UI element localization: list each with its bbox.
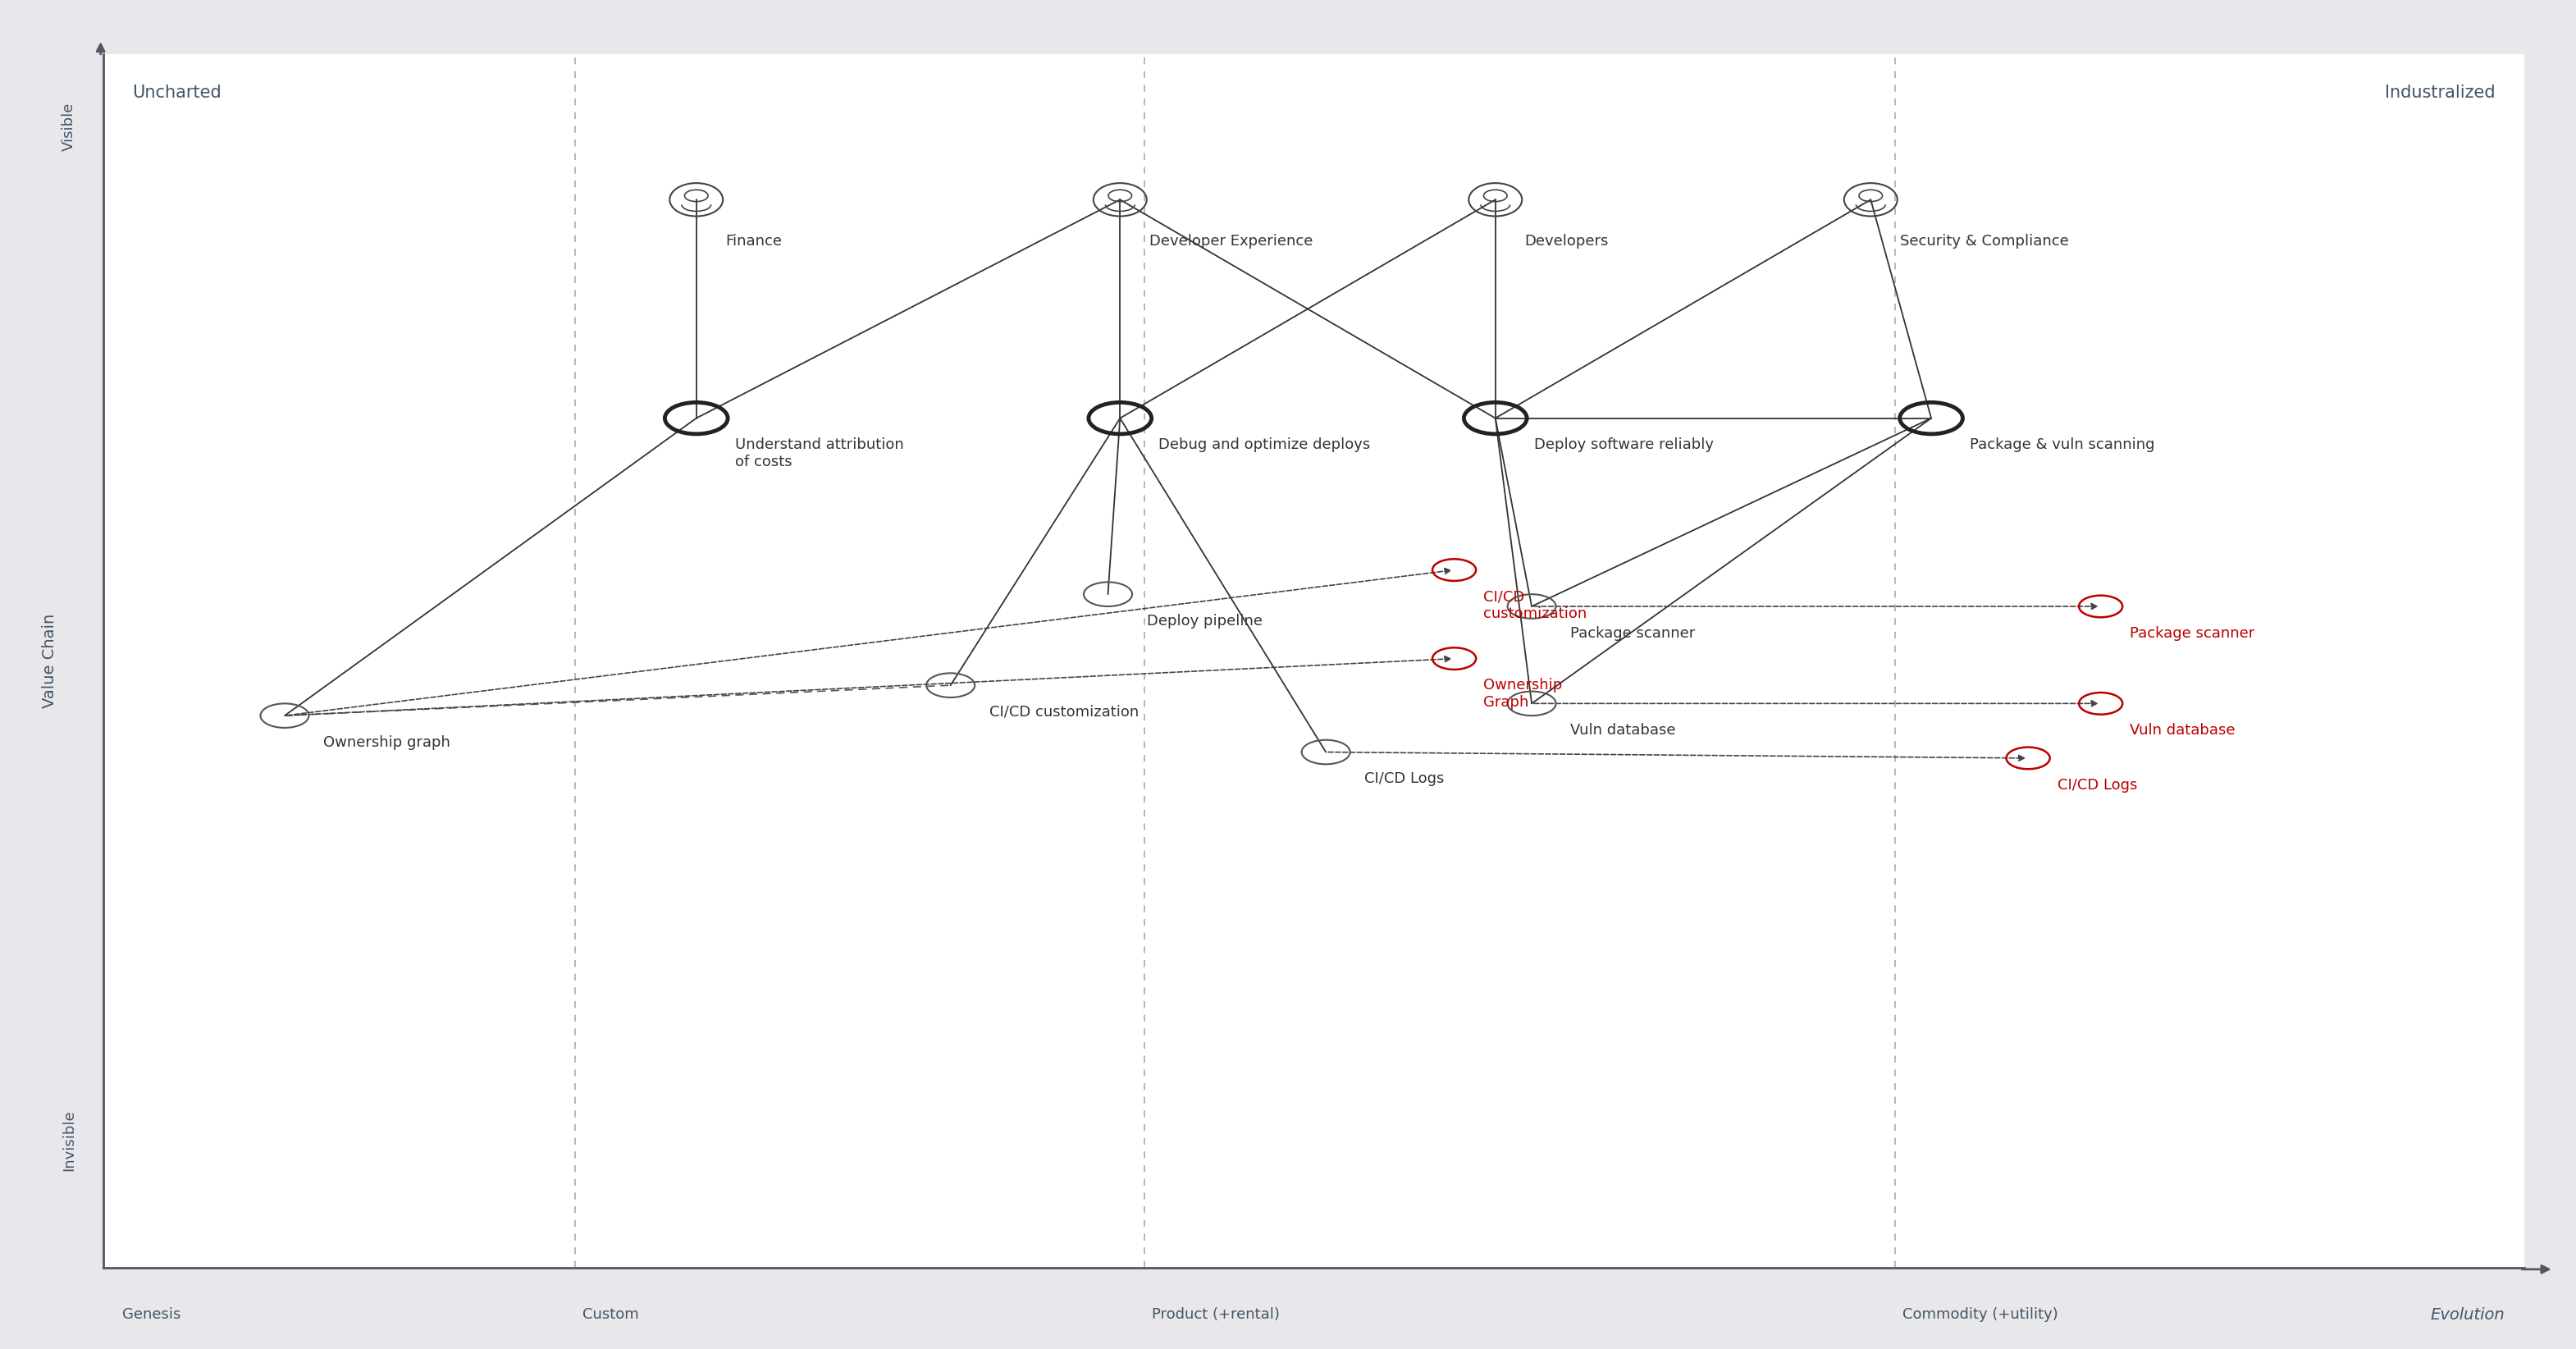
Text: Genesis: Genesis (124, 1307, 180, 1322)
Text: Vuln database: Vuln database (1571, 723, 1677, 738)
Text: Custom: Custom (582, 1307, 639, 1322)
Text: Understand attribution
of costs: Understand attribution of costs (734, 437, 904, 469)
Text: Package scanner: Package scanner (2130, 626, 2254, 641)
Text: Visible: Visible (62, 103, 77, 151)
Text: Developer Experience: Developer Experience (1149, 233, 1314, 248)
Text: Deploy software reliably: Deploy software reliably (1535, 437, 1713, 452)
Text: Finance: Finance (726, 233, 783, 248)
Text: Industralized: Industralized (2385, 84, 2496, 101)
Text: Package scanner: Package scanner (1571, 626, 1695, 641)
Text: Value Chain: Value Chain (41, 614, 57, 708)
Text: CI/CD Logs: CI/CD Logs (2058, 777, 2138, 792)
Text: Package & vuln scanning: Package & vuln scanning (1971, 437, 2156, 452)
Text: Developers: Developers (1525, 233, 1607, 248)
Text: CI/CD
customization: CI/CD customization (1484, 590, 1587, 622)
Text: Debug and optimize deploys: Debug and optimize deploys (1159, 437, 1370, 452)
Text: Uncharted: Uncharted (131, 84, 222, 101)
Text: CI/CD customization: CI/CD customization (989, 704, 1139, 719)
Text: Vuln database: Vuln database (2130, 723, 2236, 738)
Text: Product (+rental): Product (+rental) (1151, 1307, 1280, 1322)
Text: Invisible: Invisible (62, 1110, 77, 1171)
Text: Security & Compliance: Security & Compliance (1899, 233, 2069, 248)
Text: CI/CD Logs: CI/CD Logs (1365, 772, 1445, 786)
Text: Ownership graph: Ownership graph (325, 735, 451, 750)
Text: Evolution: Evolution (2432, 1307, 2504, 1322)
Text: Deploy pipeline: Deploy pipeline (1146, 614, 1262, 629)
Text: Commodity (+utility): Commodity (+utility) (1901, 1307, 2058, 1322)
Text: Ownership
Graph: Ownership Graph (1484, 679, 1561, 710)
